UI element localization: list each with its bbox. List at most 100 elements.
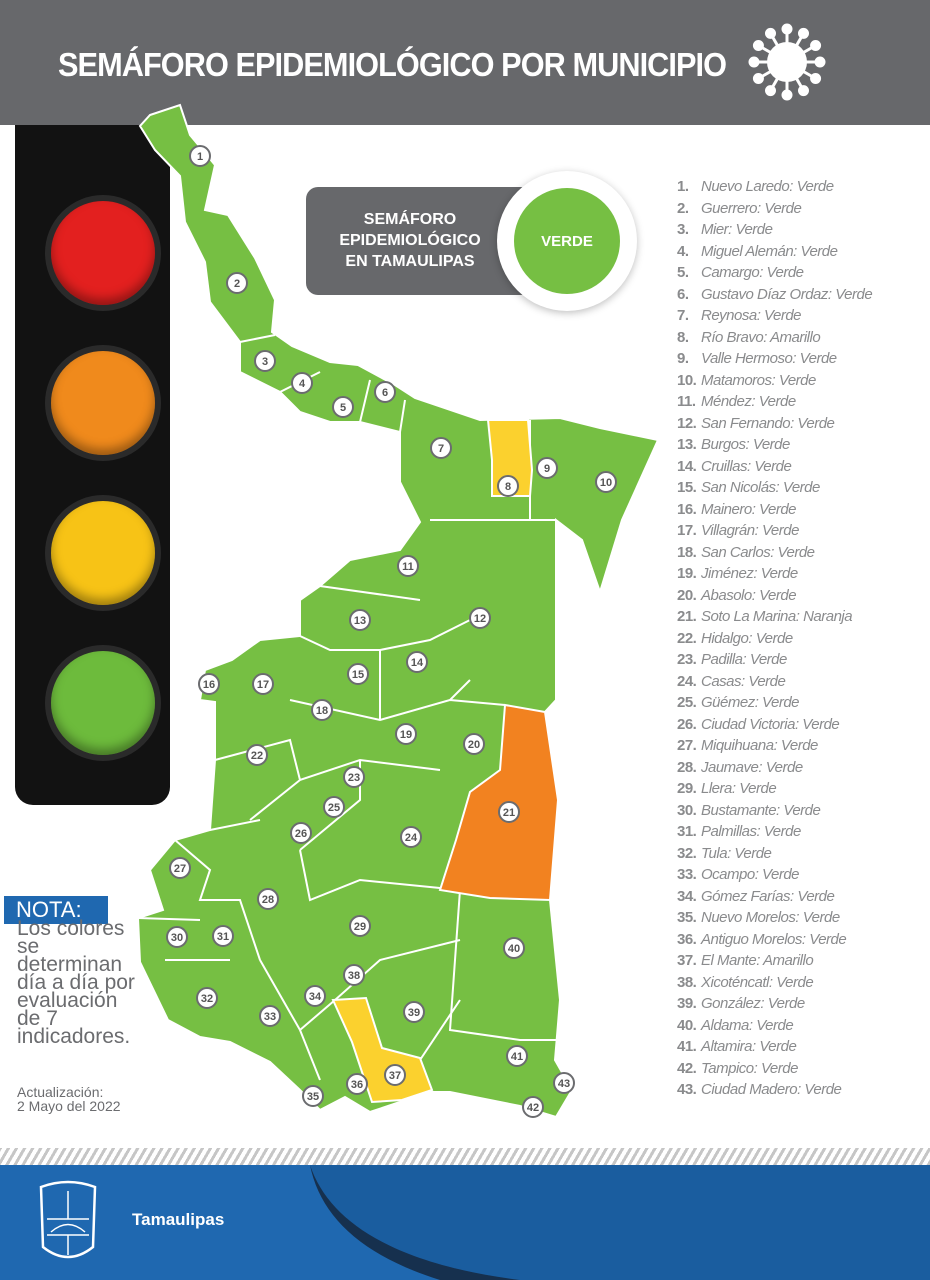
municipality-list-item: 11. Méndez: Verde: [677, 393, 872, 415]
municipality-list-item: 38. Xicoténcatl: Verde: [677, 974, 872, 996]
item-separator: :: [756, 823, 764, 840]
item-status: Verde: [766, 264, 804, 281]
item-status: Verde: [796, 178, 834, 195]
item-status: Verde: [759, 1038, 797, 1055]
item-name: Méndez: [701, 393, 752, 410]
item-name: Miguel Alemán: [701, 242, 794, 260]
item-status: Verde: [777, 543, 815, 561]
item-number: 1.: [677, 178, 689, 195]
item-status: Verde: [780, 737, 818, 754]
item-status: Verde: [782, 479, 820, 496]
item-number: 34.: [677, 887, 697, 905]
municipality-list-item: 40. Aldama: Verde: [677, 1017, 872, 1039]
item-separator: :: [728, 221, 736, 238]
municipality-list-item: 8. Río Bravo: Amarillo: [677, 329, 872, 351]
municipality-list-item: 22. Hidalgo: Verde: [677, 630, 872, 652]
state-status-indicator: VERDE: [497, 171, 637, 311]
item-name: Ciudad Madero: [701, 1081, 798, 1098]
green-lamp: [45, 645, 161, 761]
item-name: González: [701, 995, 761, 1012]
municipality-marker-10: 10: [595, 471, 617, 493]
item-status: Verde: [804, 1081, 842, 1098]
marker-circle: [252, 673, 274, 695]
marker-circle: [406, 651, 428, 673]
item-number: 6.: [677, 285, 689, 303]
municipality-37-el-mante: [331, 996, 434, 1104]
item-separator: :: [794, 715, 803, 733]
item-number: 9.: [677, 350, 689, 367]
municipality-marker-34: 34: [304, 985, 326, 1007]
item-separator: :: [754, 522, 762, 539]
item-number: 25.: [677, 694, 697, 711]
item-status: Verde: [797, 887, 835, 905]
item-number: 12.: [677, 414, 697, 432]
item-number: 2.: [677, 199, 689, 217]
yellow-lamp: [45, 495, 161, 611]
marker-circle: [189, 145, 211, 167]
municipality-marker-39: 39: [403, 1001, 425, 1023]
municipality-marker-33: 33: [259, 1005, 281, 1027]
municipality-marker-14: 14: [406, 651, 428, 673]
municipality-marker-5: 5: [332, 396, 354, 418]
item-number: 40.: [677, 1016, 697, 1034]
marker-circle: [291, 372, 313, 394]
marker-circle: [169, 857, 191, 879]
municipality-list-item: 29. Llera: Verde: [677, 780, 872, 802]
item-separator: :: [760, 995, 768, 1012]
item-status: Verde: [778, 371, 816, 389]
item-separator: :: [793, 242, 801, 260]
marker-circle: [212, 925, 234, 947]
item-separator: :: [752, 1038, 760, 1055]
marker-number: 28: [262, 894, 274, 906]
municipality-marker-32: 32: [196, 987, 218, 1009]
item-number: 28.: [677, 758, 697, 776]
municipality-marker-18: 18: [311, 699, 333, 721]
item-number: 24.: [677, 672, 697, 690]
item-number: 30.: [677, 801, 697, 819]
municipality-list-item: 9. Valle Hermoso: Verde: [677, 350, 872, 372]
municipality-marker-24: 24: [400, 826, 422, 848]
item-separator: :: [753, 565, 761, 582]
municipality-marker-37: 37: [384, 1064, 406, 1086]
item-number: 23.: [677, 651, 697, 668]
item-number: 21.: [677, 608, 697, 625]
municipality-marker-27: 27: [169, 857, 191, 879]
item-status: Verde: [758, 393, 796, 410]
item-status: Verde: [802, 715, 840, 733]
marker-number: 2: [234, 278, 240, 290]
marker-number: 42: [527, 1102, 539, 1114]
marker-number: 4: [299, 378, 306, 390]
municipality-marker-17: 17: [252, 673, 274, 695]
marker-number: 36: [351, 1079, 363, 1091]
item-name: Matamoros: [701, 371, 772, 389]
municipality-marker-41: 41: [506, 1045, 528, 1067]
item-number: 10.: [677, 371, 697, 389]
municipality-marker-25: 25: [323, 796, 345, 818]
item-status: Verde: [755, 629, 793, 647]
item-status: Verde: [764, 199, 802, 217]
municipality-marker-20: 20: [463, 733, 485, 755]
item-status: Verde: [759, 500, 797, 518]
item-separator: :: [758, 758, 766, 776]
marker-number: 15: [352, 669, 364, 681]
municipality-list-item: 37. El Mante: Amarillo: [677, 952, 872, 974]
footer-brand: Tamaulipas: [132, 1210, 225, 1229]
municipality-marker-2: 2: [226, 272, 248, 294]
marker-number: 32: [201, 993, 213, 1005]
marker-circle: [553, 1072, 575, 1094]
item-status: Verde: [809, 930, 847, 948]
item-separator: :: [790, 887, 798, 905]
municipality-marker-28: 28: [257, 888, 279, 910]
item-name: Villagrán: [701, 522, 755, 539]
marker-circle: [497, 475, 519, 497]
item-separator: :: [770, 543, 778, 561]
header-bar: SEMÁFORO EPIDEMIOLÓGICO POR MUNICIPIO: [0, 0, 930, 125]
marker-number: 18: [316, 705, 328, 717]
item-number: 42.: [677, 1059, 697, 1077]
marker-circle: [595, 471, 617, 493]
item-status: Verde: [763, 823, 801, 840]
item-separator: :: [747, 457, 755, 475]
item-name: Ocampo: [701, 866, 755, 883]
item-name: Altamira: [701, 1038, 753, 1055]
